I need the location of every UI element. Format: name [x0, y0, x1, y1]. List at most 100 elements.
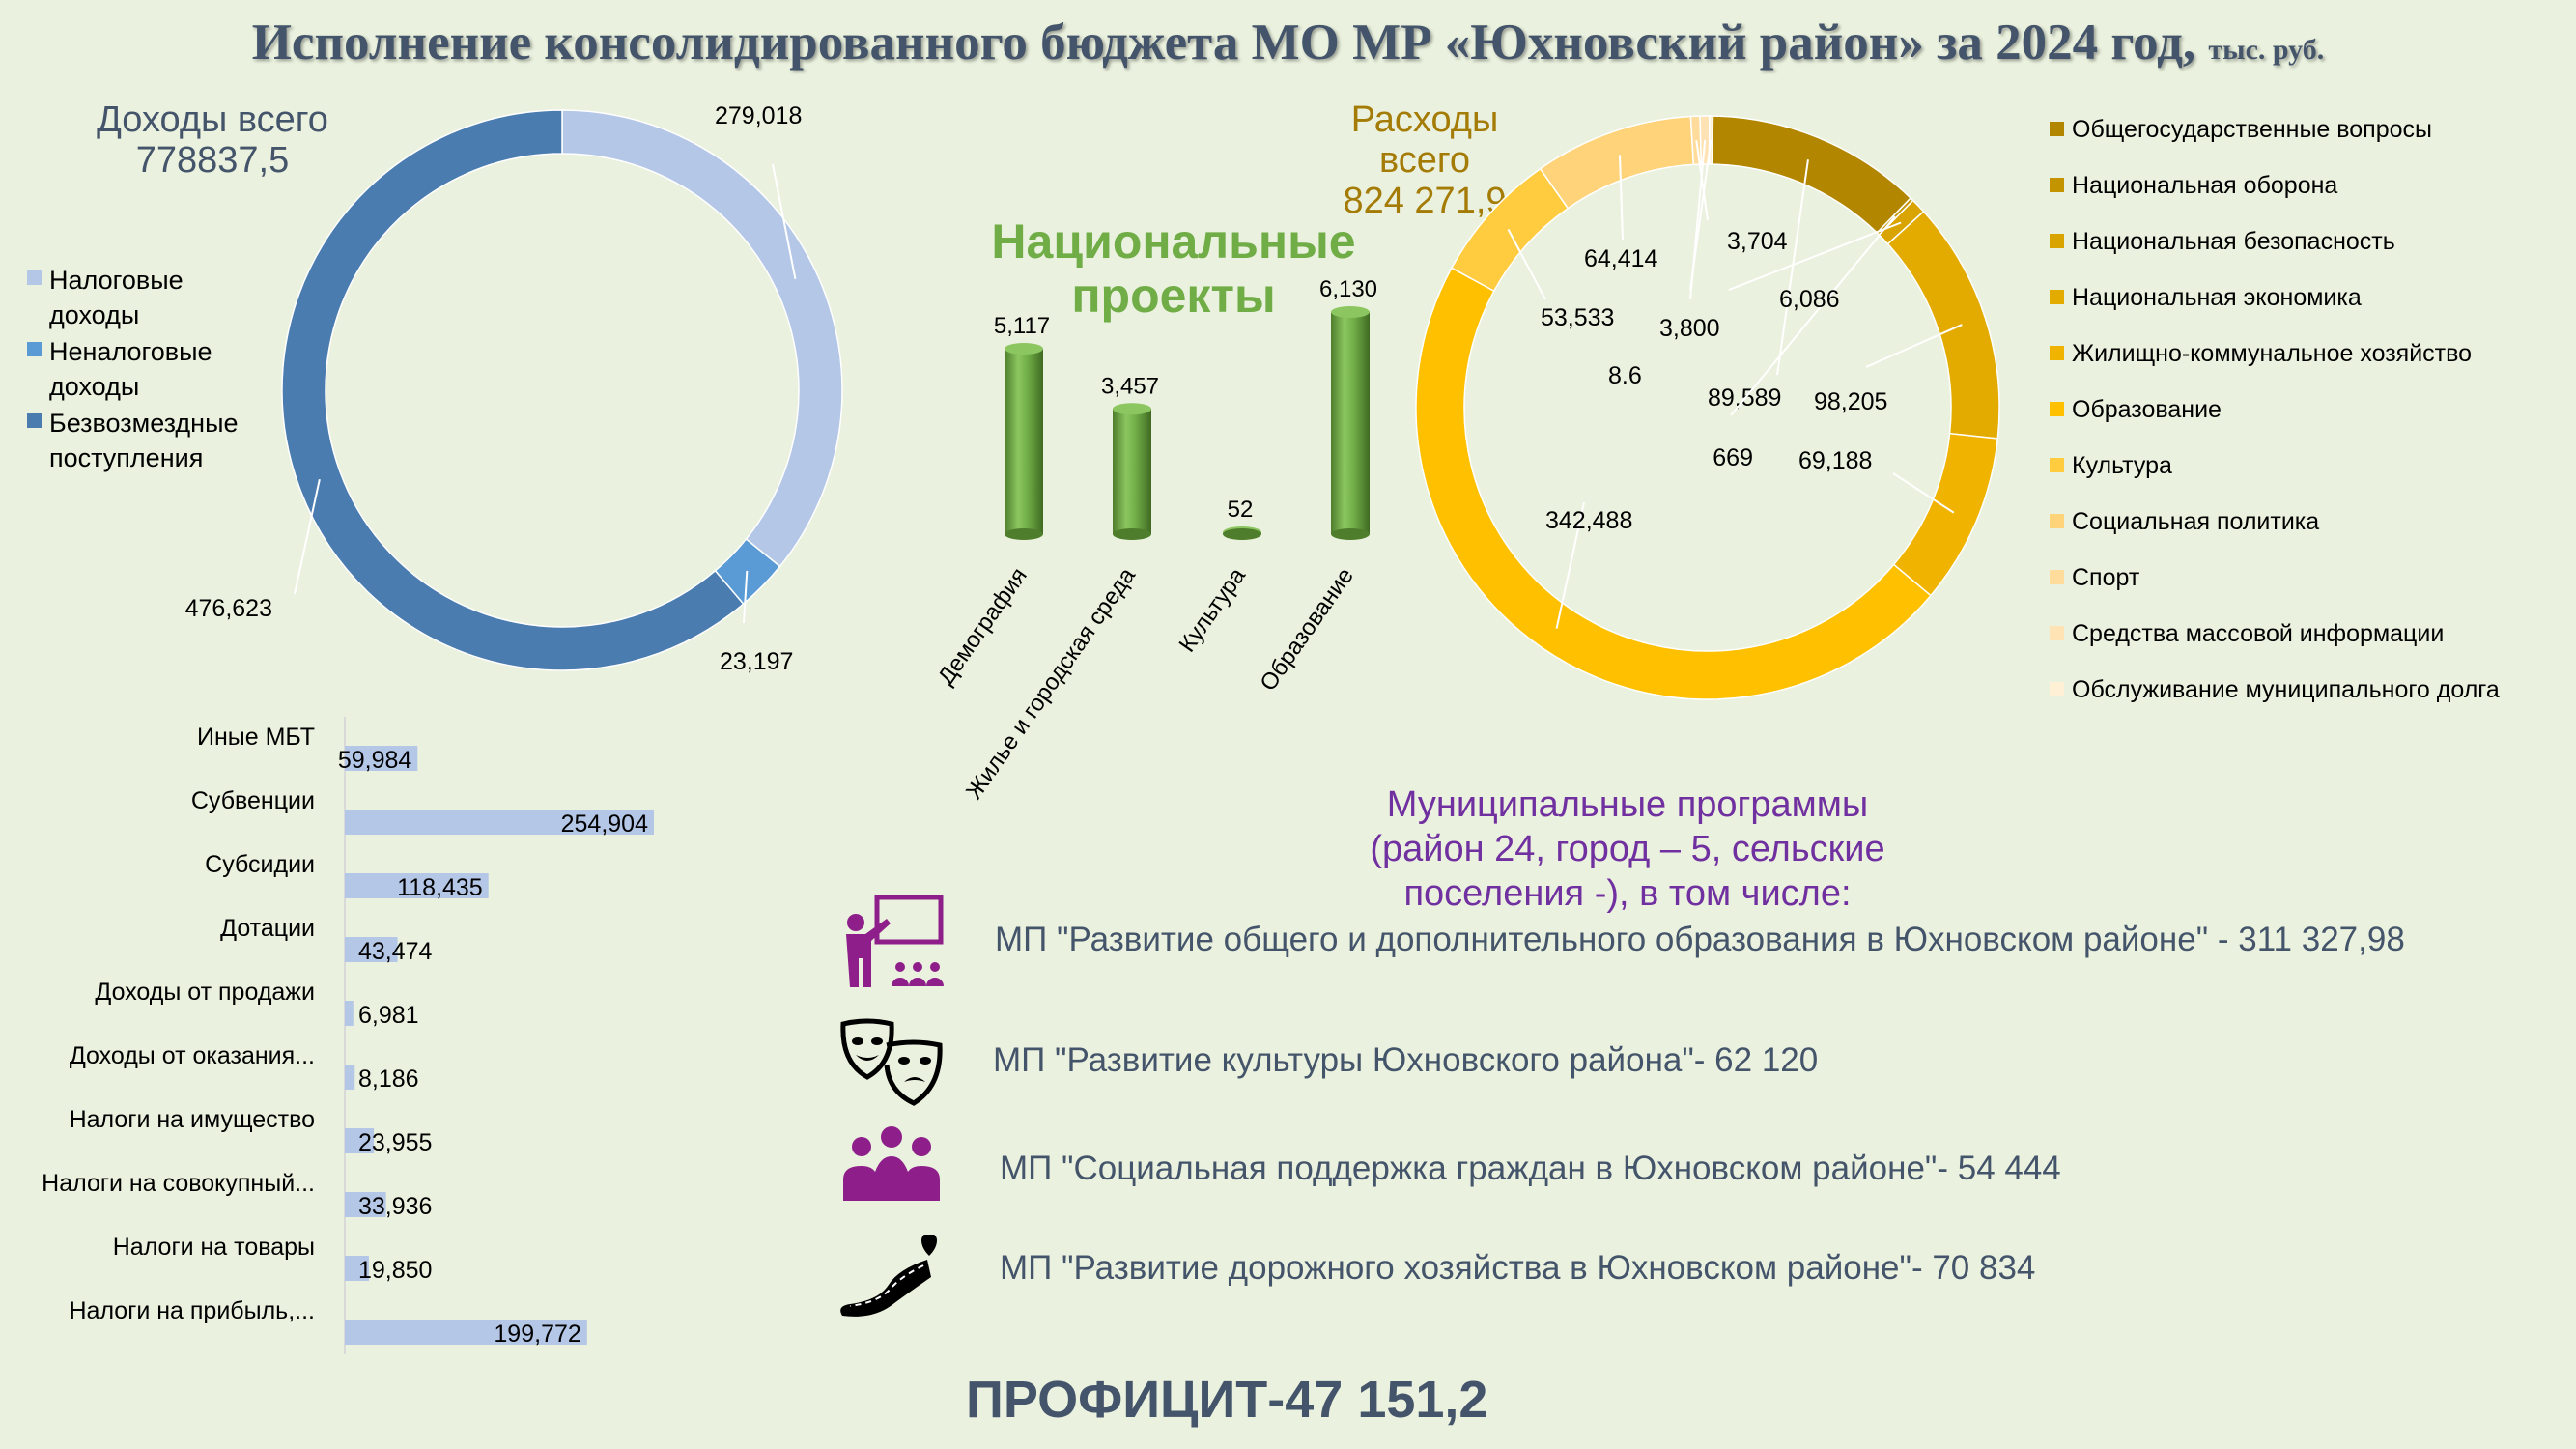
programs-heading-line3: поселения -), в том числе:	[1403, 873, 1852, 914]
data-label: 5,117	[994, 313, 1050, 339]
leader-line	[1730, 215, 1896, 416]
data-label: 59,984	[338, 747, 412, 774]
legend-label: Обслуживание муниципального долга	[2072, 676, 2500, 703]
bar	[345, 746, 418, 771]
legend-swatch	[2050, 682, 2064, 696]
programs-heading: Муниципальные программы (район 24, город…	[1265, 782, 1990, 916]
legend-label: Общегосударственные вопросы	[2072, 116, 2432, 143]
expense-legend-item: Спорт	[2050, 562, 2571, 594]
leader-line	[1728, 221, 1902, 291]
expense-legend-item: Обслуживание муниципального долга	[2050, 674, 2571, 706]
data-label: 199,772	[494, 1321, 580, 1348]
bar	[345, 937, 398, 962]
data-label: 669	[1713, 444, 1753, 471]
donut-slice	[1450, 167, 1570, 293]
data-label: 3,457	[1101, 373, 1159, 399]
projects-heading-line1: Национальные	[991, 214, 1356, 269]
legend-label: Национальная экономика	[2072, 284, 2362, 311]
category-label: Налоги на совокупный...	[42, 1170, 315, 1197]
data-label: 23,955	[358, 1129, 432, 1156]
leader-line	[1555, 501, 1585, 629]
data-label: 53,533	[1541, 304, 1614, 331]
data-label: 6,130	[1319, 276, 1377, 302]
legend-label: Жилищно-коммунальное хозяйство	[2072, 340, 2473, 367]
program-culture: МП "Развитие культуры Юхновского района"…	[993, 1041, 1819, 1079]
data-label: 23,197	[720, 648, 793, 675]
bar	[345, 810, 654, 835]
donut-slice	[1707, 115, 1912, 235]
expense-legend-item: Общегосударственные вопросы	[2050, 114, 2571, 146]
page-title: Исполнение консолидированного бюджета МО…	[0, 14, 2576, 71]
data-label: 19,850	[358, 1257, 432, 1284]
data-label: 342,488	[1545, 507, 1632, 534]
data-label: 43,474	[358, 938, 433, 965]
donut-slice	[281, 109, 745, 671]
donut-slice	[561, 109, 843, 568]
bar-cap	[1113, 403, 1151, 415]
bar	[345, 1192, 386, 1217]
expense-heading-label-2: всего	[1378, 140, 1471, 181]
income-legend-item: Неналоговые доходы	[27, 334, 259, 404]
expense-legend-item: Национальная безопасность	[2050, 226, 2571, 258]
data-label: 3,800	[1659, 315, 1720, 342]
programs-heading-line1: Муниципальные программы	[1386, 784, 1869, 825]
expense-legend-item: Национальная экономика	[2050, 282, 2571, 314]
category-label: Налоги на имущество	[70, 1106, 315, 1133]
data-label: 64,414	[1584, 245, 1658, 272]
income-total-heading: Доходы всего 778837,5	[68, 99, 357, 181]
program-education: МП "Развитие общего и дополнительного об…	[995, 921, 2405, 958]
category-label: Демография	[933, 563, 1033, 690]
legend-swatch	[27, 270, 42, 285]
data-label: 69,188	[1798, 447, 1872, 474]
leader-line	[1507, 228, 1546, 300]
programs-heading-line2: (район 24, город – 5, сельские	[1370, 829, 1885, 869]
title-text: Исполнение консолидированного бюджета МО…	[251, 14, 2196, 71]
category-label: Налоги на прибыль,...	[69, 1297, 315, 1324]
category-label: Доходы от оказания...	[70, 1042, 315, 1069]
leader-line	[1865, 324, 1963, 368]
leader-line	[1892, 472, 1955, 514]
legend-label: Образование	[2072, 396, 2222, 423]
income-structure-chart: Иные МБТ 59,984 Субвенции 254,904 Субсидии 11…	[42, 717, 654, 1354]
income-heading-label: Доходы всего	[97, 99, 328, 140]
category-label: Образование	[1255, 563, 1358, 696]
legend-label: Средства массовой информации	[2072, 620, 2445, 647]
legend-swatch	[2050, 402, 2064, 416]
projects-heading-line2: проекты	[1071, 269, 1276, 323]
legend-swatch	[2050, 178, 2064, 192]
bar	[345, 1256, 369, 1281]
expense-total-heading: Расходы всего 824 271,9	[1314, 99, 1536, 221]
bar-base	[1223, 528, 1261, 540]
program-roads: МП "Развитие дорожного хозяйства в Юхнов…	[1000, 1249, 2036, 1287]
bar	[1113, 409, 1151, 534]
category-label: Культура	[1175, 562, 1252, 657]
income-legend-item: Безвозмездные поступления	[27, 406, 259, 475]
donut-slice	[1892, 432, 1999, 597]
bar	[345, 1001, 354, 1026]
bar	[345, 1065, 355, 1090]
expense-legend-item: Национальная оборона	[2050, 170, 2571, 202]
income-legend-item: Налоговые доходы	[27, 263, 259, 332]
legend-swatch	[2050, 570, 2064, 584]
donut-slice	[1415, 267, 1932, 700]
donut-slice	[1708, 115, 1714, 165]
bar-base	[1113, 528, 1151, 540]
expense-legend-item: Средства массовой информации	[2050, 618, 2571, 650]
legend-swatch	[2050, 626, 2064, 640]
category-label: Иные МБТ	[197, 724, 315, 751]
teacher-icon	[846, 895, 944, 987]
donut-slice	[1539, 115, 1695, 210]
data-label: 98,205	[1814, 388, 1887, 415]
expense-donut-chart: 89,5896696,08698,20569,188342,48853,5336…	[1415, 115, 2000, 700]
legend-swatch	[2050, 290, 2064, 304]
leader-line	[1618, 155, 1624, 241]
surplus-value: ПРОФИЦИТ-47 151,2	[966, 1371, 1488, 1429]
data-label: 6,086	[1779, 286, 1840, 313]
leader-line	[743, 570, 749, 624]
bar	[345, 873, 489, 898]
legend-label: Социальная политика	[2072, 508, 2320, 535]
expense-legend-item: Образование	[2050, 394, 2571, 426]
bar-cap	[1005, 343, 1043, 355]
legend-swatch	[2050, 234, 2064, 248]
bar	[345, 1320, 587, 1345]
